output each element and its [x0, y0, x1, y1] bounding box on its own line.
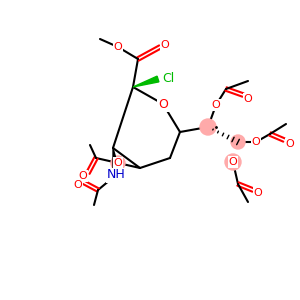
Text: Cl: Cl	[162, 73, 174, 85]
Text: O: O	[244, 94, 252, 104]
Text: O: O	[158, 98, 168, 110]
Circle shape	[225, 154, 241, 170]
Text: O: O	[212, 100, 220, 110]
Polygon shape	[133, 76, 159, 87]
Polygon shape	[113, 148, 119, 170]
Text: O: O	[114, 42, 122, 52]
Text: O: O	[252, 137, 260, 147]
Text: O: O	[114, 158, 122, 168]
Text: O: O	[160, 40, 169, 50]
Text: O: O	[74, 180, 82, 190]
Text: O: O	[158, 98, 168, 110]
Text: NH: NH	[106, 169, 125, 182]
Circle shape	[231, 135, 245, 149]
Circle shape	[111, 156, 125, 170]
Text: O: O	[254, 188, 262, 198]
Text: O: O	[79, 171, 87, 181]
Text: O: O	[229, 157, 237, 167]
Text: O: O	[286, 139, 294, 149]
Circle shape	[200, 119, 216, 135]
